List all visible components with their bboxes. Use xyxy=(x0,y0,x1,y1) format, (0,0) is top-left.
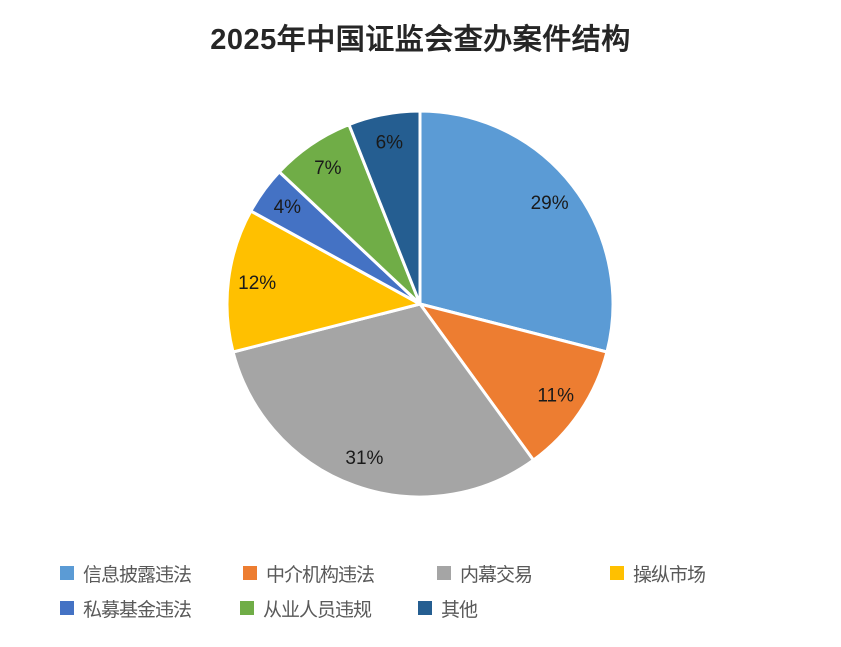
slice-percent-label: 7% xyxy=(314,158,342,179)
pie-slice-中介机构违法 xyxy=(418,302,609,462)
pie-slice-操纵市场 xyxy=(225,209,422,354)
legend-item-从业人员违规: 从业人员违规 xyxy=(240,596,372,621)
legend-label: 其他 xyxy=(441,599,478,621)
legend-label: 信息披露违法 xyxy=(83,564,192,586)
slice-percent-label: 4% xyxy=(274,197,302,218)
slice-percent-label: 12% xyxy=(238,273,276,294)
legend-swatch xyxy=(60,601,74,615)
legend-swatch xyxy=(240,601,254,615)
slice-percent-label: 31% xyxy=(345,448,383,469)
pie-slice-信息披露违法 xyxy=(418,109,615,354)
chart-title: 2025年中国证监会查办案件结构 xyxy=(210,24,631,56)
slice-percent-label: 6% xyxy=(376,132,404,153)
legend-label: 内幕交易 xyxy=(460,564,533,586)
legend-label: 操纵市场 xyxy=(633,564,706,586)
legend-swatch xyxy=(610,566,624,580)
legend-item-私募基金违法: 私募基金违法 xyxy=(60,596,192,621)
slice-percent-label: 29% xyxy=(531,193,569,214)
slice-percent-label: 11% xyxy=(537,386,574,407)
legend-label: 中介机构违法 xyxy=(266,564,375,586)
pie-slice-内幕交易 xyxy=(231,302,535,499)
legend-label: 从业人员违规 xyxy=(263,599,372,621)
legend-item-中介机构违法: 中介机构违法 xyxy=(243,561,375,586)
legend-item-信息披露违法: 信息披露违法 xyxy=(60,561,192,586)
legend-item-内幕交易: 内幕交易 xyxy=(437,561,533,586)
legend-swatch xyxy=(60,566,74,580)
legend-item-操纵市场: 操纵市场 xyxy=(610,561,706,586)
pie-slice-其他 xyxy=(347,109,422,306)
legend-label: 私募基金违法 xyxy=(83,599,192,621)
legend-swatch xyxy=(418,601,432,615)
legend-swatch xyxy=(437,566,451,580)
legend-item-其他: 其他 xyxy=(418,596,478,621)
legend-swatch xyxy=(243,566,257,580)
